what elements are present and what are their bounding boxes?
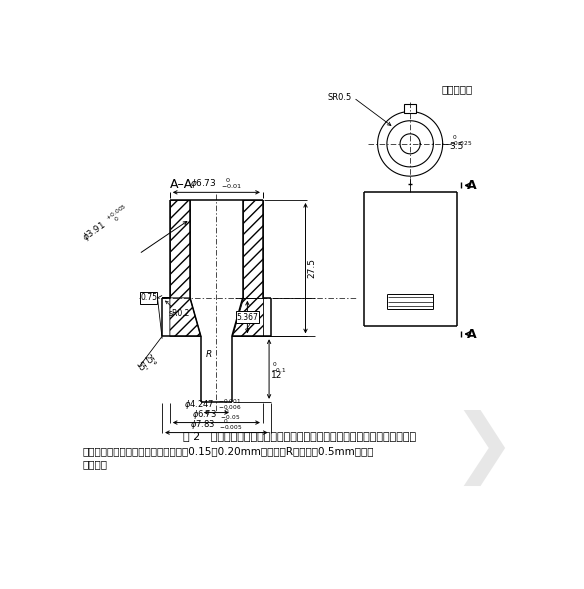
- Text: 5.367: 5.367: [237, 313, 258, 322]
- Text: $^{\ \ 0}_{-0.025}$: $^{\ \ 0}_{-0.025}$: [449, 133, 472, 148]
- Text: sR0.2: sR0.2: [168, 309, 190, 317]
- Text: 25°
2': 25° 2': [246, 312, 259, 331]
- Text: ❯: ❯: [452, 410, 516, 486]
- Text: 12: 12: [272, 370, 283, 380]
- Polygon shape: [243, 200, 263, 298]
- Text: 注：所有凸耳或螺纹型式的外边缘应有0.15～0.20mm的半径。R是不超过0.5mm的半径: 注：所有凸耳或螺纹型式的外边缘应有0.15～0.20mm的半径。R是不超过0.5…: [82, 446, 374, 456]
- Text: $\phi$7.83  $^{\ \ 0}_{-0.005}$: $\phi$7.83 $^{\ \ 0}_{-0.005}$: [190, 417, 242, 432]
- Text: 单位：毫米: 单位：毫米: [442, 84, 473, 94]
- Bar: [140, 292, 158, 304]
- Text: 或倒角。: 或倒角。: [82, 459, 107, 469]
- Text: $\phi$6.73  $^{\ \ 0}_{-0.05}$: $\phi$6.73 $^{\ \ 0}_{-0.05}$: [192, 407, 241, 422]
- Text: R: R: [206, 350, 212, 359]
- Polygon shape: [162, 298, 201, 336]
- Text: 3.5: 3.5: [449, 143, 463, 151]
- Text: 27.5: 27.5: [308, 258, 317, 278]
- Text: $\phi$6.73  $^{\ \ 0}_{-0.01}$: $\phi$6.73 $^{\ \ 0}_{-0.01}$: [190, 176, 242, 191]
- Polygon shape: [170, 200, 190, 298]
- FancyBboxPatch shape: [236, 311, 259, 323]
- Text: 图 2   锁定鲁尔圆锥接头泄漏、旋开扭矩分离和应力开裂试验用标准测试接头: 图 2 锁定鲁尔圆锥接头泄漏、旋开扭矩分离和应力开裂试验用标准测试接头: [183, 431, 416, 441]
- Polygon shape: [232, 298, 263, 336]
- Text: 25°
55': 25° 55': [133, 353, 157, 375]
- Bar: [404, 104, 416, 113]
- Text: $\phi$4.247  $^{-0.001}_{-0.006}$: $\phi$4.247 $^{-0.001}_{-0.006}$: [183, 397, 241, 412]
- Text: $\phi$3.91  $^{+0.005}_{\ \ \ 0}$: $\phi$3.91 $^{+0.005}_{\ \ \ 0}$: [79, 201, 133, 244]
- Text: $^{\ 0}_{-0.1}$: $^{\ 0}_{-0.1}$: [272, 360, 287, 375]
- Text: SR0.5: SR0.5: [328, 93, 352, 102]
- Text: 0.75: 0.75: [140, 293, 158, 302]
- Text: A–A: A–A: [170, 178, 193, 191]
- Text: A: A: [467, 327, 477, 340]
- Text: A: A: [467, 179, 477, 192]
